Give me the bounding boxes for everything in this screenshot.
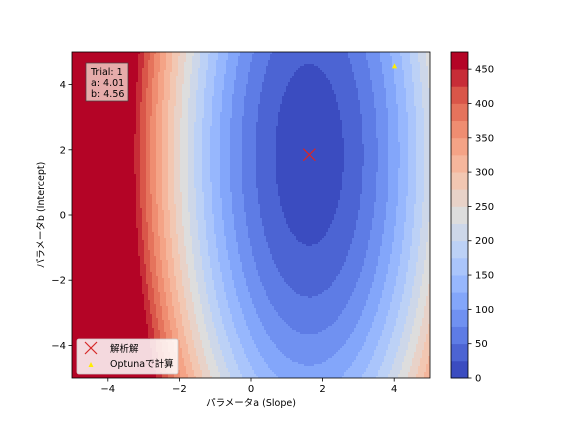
y-tick-label: −2	[51, 276, 66, 287]
info-b: b: 4.56	[91, 89, 124, 100]
colorbar-band	[451, 155, 468, 173]
colorbar-band	[451, 309, 468, 327]
colorbar-tick-label: 100	[475, 305, 494, 316]
y-tick-label: 4	[60, 80, 66, 91]
colorbar-band	[451, 206, 468, 224]
colorbar	[451, 52, 468, 378]
colorbar-band	[451, 241, 468, 259]
colorbar-tick-label: 350	[475, 133, 494, 144]
y-tick-label: 0	[60, 211, 66, 222]
colorbar-tick-label: 200	[475, 236, 494, 247]
y-axis: −4 −2 0 2 4	[51, 80, 72, 352]
colorbar-band	[451, 344, 468, 362]
colorbar-tick-label: 250	[475, 202, 494, 213]
x-tick-label: 0	[248, 384, 254, 395]
colorbar-tick-label: 150	[475, 271, 494, 282]
colorbar-band	[451, 361, 468, 379]
info-a: a: 4.01	[91, 78, 124, 89]
colorbar-tick-label: 300	[475, 168, 494, 179]
colorbar-band	[451, 224, 468, 242]
colorbar-band	[451, 189, 468, 207]
info-trial: Trial: 1	[90, 67, 123, 78]
legend-label-analytic: 解析解	[110, 343, 139, 355]
colorbar-band	[451, 103, 468, 121]
x-axis: −4 −2 0 2 4	[100, 378, 397, 395]
colorbar-axis: 0 50 100 150 200 250 300 350 400 450	[468, 65, 494, 385]
colorbar-band	[451, 69, 468, 87]
colorbar-band	[451, 121, 468, 139]
colorbar-band	[451, 172, 468, 190]
legend: 解析解 Optunaで計算	[77, 339, 178, 374]
colorbar-tick-label: 0	[475, 374, 481, 385]
colorbar-tick-label: 50	[475, 339, 488, 350]
colorbar-band	[451, 258, 468, 276]
x-axis-label: パラメータa (Slope)	[206, 398, 296, 409]
colorbar-tick-label: 400	[475, 99, 494, 110]
legend-label-optuna: Optunaで計算	[110, 358, 174, 370]
x-tick-label: −4	[100, 384, 115, 395]
colorbar-tick-label: 450	[475, 65, 494, 76]
colorbar-band	[451, 292, 468, 310]
colorbar-band	[451, 52, 468, 70]
x-tick-label: −2	[172, 384, 187, 395]
colorbar-band	[451, 86, 468, 104]
colorbar-band	[451, 138, 468, 156]
y-tick-label: −4	[51, 341, 66, 352]
colorbar-band	[451, 275, 468, 293]
y-axis-label: パラメータb (Intercept)	[36, 162, 47, 269]
x-tick-label: 4	[391, 384, 397, 395]
x-tick-label: 2	[319, 384, 325, 395]
y-tick-label: 2	[60, 145, 66, 156]
colorbar-band	[451, 327, 468, 345]
info-box: Trial: 1 a: 4.01 b: 4.56	[86, 63, 128, 101]
